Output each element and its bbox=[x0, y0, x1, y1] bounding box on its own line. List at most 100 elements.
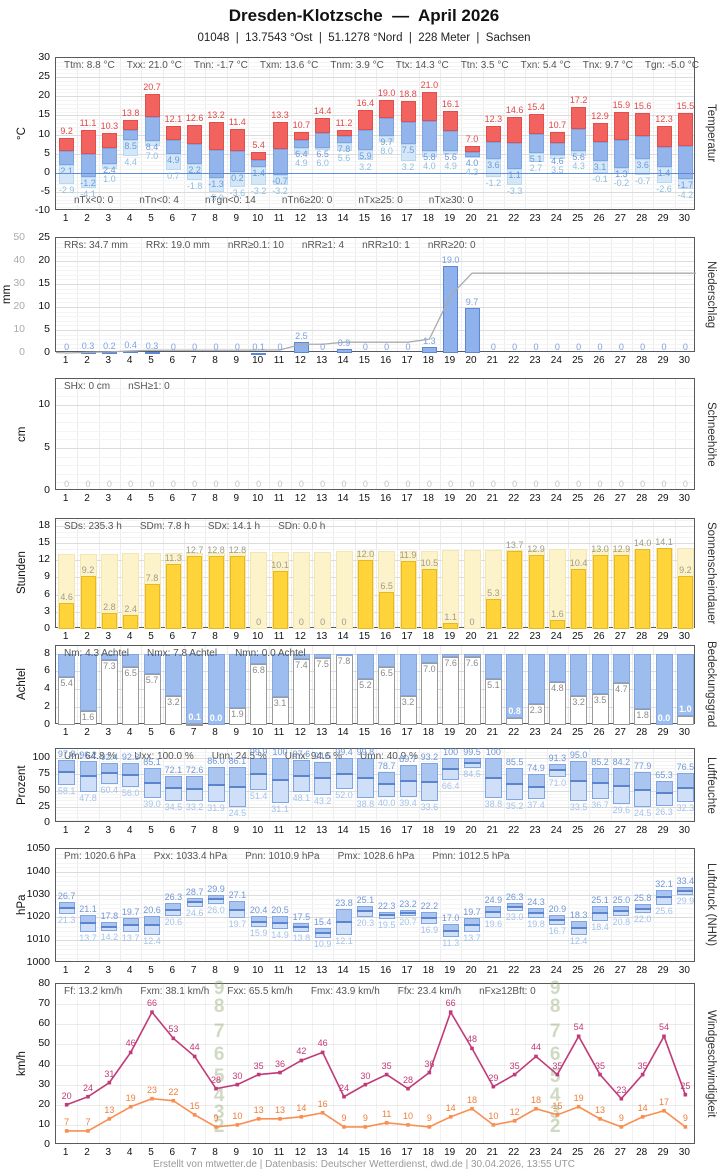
value-label-tmin: 5.6 bbox=[444, 152, 457, 163]
stat-item: Pxx: 1033.4 hPa bbox=[153, 851, 228, 862]
day-label: 9 bbox=[233, 727, 240, 738]
grid-line-v bbox=[141, 646, 143, 723]
grid-line-v bbox=[610, 646, 612, 723]
beaufort-band-number: 8 bbox=[213, 996, 225, 1018]
grid-line-v bbox=[397, 58, 399, 209]
grid-line-h bbox=[56, 1104, 694, 1106]
day-label: 24 bbox=[550, 825, 562, 836]
grid-line-v bbox=[376, 849, 377, 961]
grid-line-minor bbox=[56, 92, 694, 94]
day-label: 11 bbox=[273, 493, 285, 504]
mean-line bbox=[314, 932, 331, 935]
bar-tmin bbox=[251, 159, 267, 168]
value-label: 0 bbox=[170, 342, 176, 352]
grid-line-v bbox=[546, 238, 548, 351]
bar-sunshine bbox=[165, 564, 181, 629]
day-label: 9 bbox=[233, 825, 240, 836]
day-label: 15 bbox=[358, 727, 370, 738]
y-axis-ticks: 0 5 10 15 20 25 bbox=[0, 232, 53, 358]
bar-daylight-max bbox=[250, 552, 268, 629]
day-label: 30 bbox=[678, 1147, 690, 1158]
bar-clear-sky bbox=[58, 653, 76, 677]
bar-tmin bbox=[507, 142, 523, 169]
mean-line bbox=[676, 786, 694, 789]
value-label-tmin-ground: -1.8 bbox=[186, 180, 203, 191]
bar-range-lower bbox=[570, 781, 588, 802]
grid-line-minor bbox=[56, 520, 694, 522]
value-label-tmin: 3.1 bbox=[593, 161, 607, 172]
day-label: 24 bbox=[550, 727, 562, 738]
grid-line-h bbox=[56, 543, 694, 545]
day-label: 7 bbox=[190, 727, 197, 738]
grid-line-v bbox=[248, 238, 249, 351]
grid-line-h bbox=[56, 917, 694, 919]
mean-line bbox=[634, 788, 652, 791]
bar-tmin-ground bbox=[229, 171, 245, 187]
day-label: 12 bbox=[294, 825, 306, 836]
grid-line-v bbox=[120, 238, 121, 351]
axis-tick: -10 bbox=[34, 204, 50, 216]
value-label: 0 bbox=[170, 479, 176, 489]
grid-line-v bbox=[376, 984, 377, 1143]
day-label: 15 bbox=[358, 213, 370, 224]
value-label: 0 bbox=[384, 342, 390, 352]
grid-line-v bbox=[376, 646, 377, 723]
day-label: 7 bbox=[190, 213, 197, 224]
grid-line-minor bbox=[56, 764, 694, 766]
bar-range-lower bbox=[292, 775, 310, 792]
value-label-max: 15.4 bbox=[313, 916, 332, 927]
bar-range-lower bbox=[314, 933, 331, 939]
beaufort-band-number: 3 bbox=[549, 1101, 561, 1123]
value-label-max: 26.3 bbox=[164, 892, 183, 903]
day-label: 26 bbox=[593, 727, 605, 738]
day-label: 3 bbox=[105, 965, 112, 976]
value-label-max: 33.4 bbox=[676, 875, 695, 886]
value-label: 0 bbox=[597, 479, 603, 489]
value-label-tmin-ground: 2.7 bbox=[529, 163, 543, 174]
day-label: 18 bbox=[422, 213, 434, 224]
bar-sunshine bbox=[635, 548, 651, 629]
value-label: 1.9 bbox=[231, 709, 244, 720]
value-label-min: 33.2 bbox=[185, 802, 204, 813]
bar-tmin-ground bbox=[123, 140, 139, 156]
day-label: 3 bbox=[105, 355, 112, 366]
value-label-max: 28.7 bbox=[185, 886, 204, 897]
grid-line-minor bbox=[56, 867, 694, 869]
day-label: 17 bbox=[401, 493, 413, 504]
day-label: 9 bbox=[233, 213, 240, 224]
grid-line-v bbox=[184, 984, 185, 1143]
value-label-tmax: 20.7 bbox=[143, 81, 161, 92]
bar-range-upper bbox=[336, 908, 352, 923]
grid-line-v bbox=[290, 238, 292, 351]
bar-sunshine bbox=[485, 598, 501, 629]
bar-range-lower bbox=[335, 773, 353, 790]
day-label: 3 bbox=[105, 493, 112, 504]
line-value-label: 42 bbox=[296, 1046, 307, 1057]
grid-line-v bbox=[226, 379, 228, 489]
grid-line-v bbox=[440, 238, 441, 351]
station-subtitle: 01048 | 13.7543 °Ost | 51.1278 °Nord | 2… bbox=[197, 32, 531, 44]
day-label: 2 bbox=[84, 727, 90, 738]
grid-line-v bbox=[610, 238, 612, 351]
grid-line-v bbox=[674, 379, 676, 489]
mean-line bbox=[591, 782, 609, 785]
day-label: 13 bbox=[316, 825, 328, 836]
beaufort-band-number: 4 bbox=[213, 1084, 225, 1106]
day-label: 18 bbox=[422, 1147, 434, 1158]
grid-line-minor bbox=[56, 456, 694, 458]
mean-line bbox=[549, 919, 566, 922]
grid-line-v bbox=[120, 58, 121, 209]
mean-line bbox=[634, 907, 651, 910]
bar-clear-sky bbox=[442, 653, 460, 658]
value-label-max: 17.8 bbox=[100, 911, 119, 922]
grid-line-v bbox=[632, 379, 633, 489]
bar-range-lower bbox=[655, 793, 673, 806]
value-label: 10.4 bbox=[569, 558, 588, 569]
bar-precip bbox=[101, 352, 117, 355]
bar-tmin-ground bbox=[59, 164, 75, 184]
value-label-tmax: 12.3 bbox=[484, 113, 503, 124]
line-value-label: 10 bbox=[402, 1110, 414, 1121]
day-label: 29 bbox=[657, 1147, 669, 1158]
value-label-tmax: 10.7 bbox=[292, 119, 311, 130]
x-axis-days: 1 2 3 4 5 6 7 8 9 10 11 12 13 14 15 16 17 18 19 20 21 22 23 24 2… bbox=[55, 727, 695, 740]
